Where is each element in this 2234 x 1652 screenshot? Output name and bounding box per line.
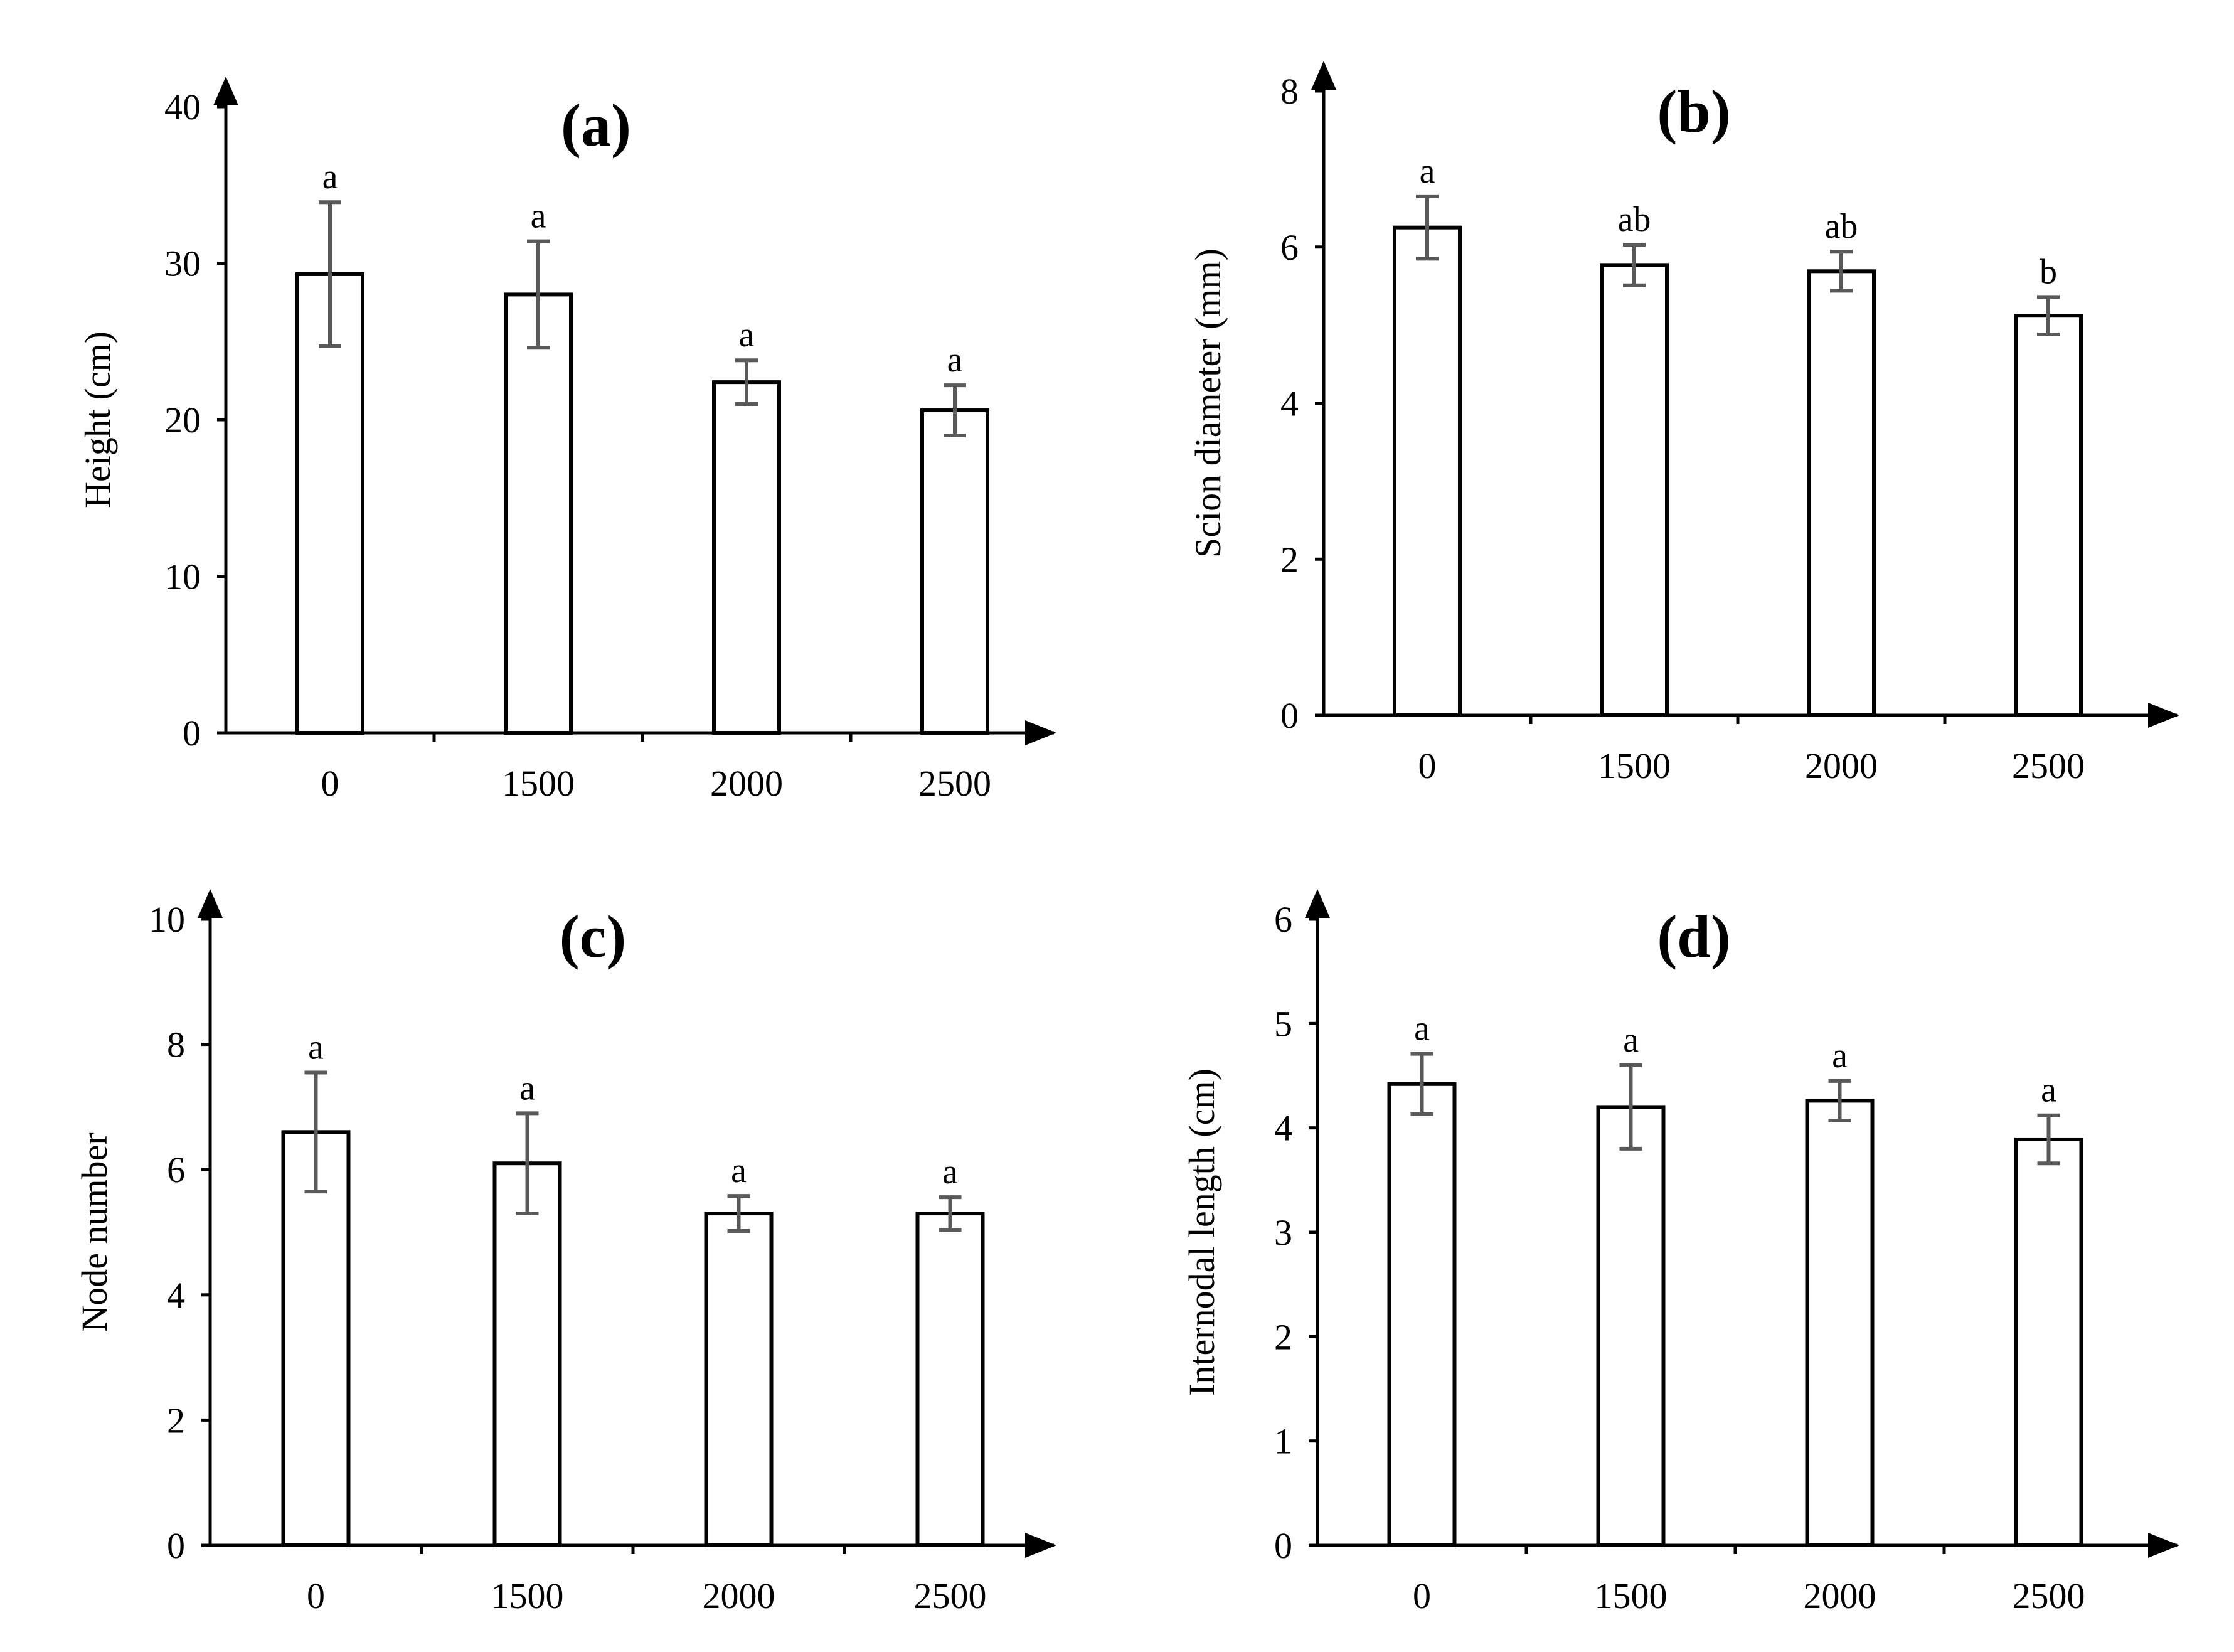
x-tick-label-1500: 1500	[491, 1575, 564, 1616]
y-tick-label: 4	[1280, 383, 1299, 424]
x-axis-arrow	[1025, 1533, 1056, 1558]
significance-letter-0: a	[322, 157, 338, 196]
bar-2500	[2014, 314, 2083, 717]
x-axis-arrow	[2148, 703, 2179, 728]
x-axis-arrow	[2148, 1533, 2179, 1558]
x-tick-label-0: 0	[307, 1575, 325, 1616]
y-tick-label: 40	[164, 87, 201, 127]
x-tick-label-2000: 2000	[1804, 1575, 1876, 1616]
x-tick-label-0: 0	[321, 763, 339, 804]
x-tick-label-2500: 2500	[2012, 745, 2085, 786]
significance-letter-2500: a	[2041, 1071, 2056, 1110]
x-tick-label-1500: 1500	[1598, 745, 1671, 786]
y-axis-label: Node number	[74, 1132, 115, 1331]
y-tick-label: 30	[164, 243, 201, 284]
panel-c: (c) 0 2 4 6 8 10 Node number a 0 a 1500 a 2000 a 2500	[74, 889, 1056, 1616]
y-tick-label: 1	[1274, 1421, 1292, 1462]
bar-2500	[915, 1212, 985, 1548]
y-tick-label: 4	[1274, 1108, 1292, 1149]
y-axis-arrow	[213, 77, 238, 105]
x-tick-label-2000: 2000	[703, 1575, 775, 1616]
y-axis-label: Height (cm)	[77, 331, 118, 508]
x-tick-label-1500: 1500	[1595, 1575, 1668, 1616]
bar-0	[1387, 1082, 1457, 1547]
y-tick-label: 5	[1274, 1003, 1292, 1044]
y-tick-label: 6	[167, 1149, 185, 1190]
x-tick-label-2500: 2500	[914, 1575, 987, 1616]
panel-d: (d) 0 1 2 3 4 5 6 Internodal length (cm) a 0 a 1500 a…	[1181, 889, 2179, 1616]
y-tick-label: 10	[149, 899, 185, 940]
y-tick-label: 20	[164, 400, 201, 440]
significance-letter-0: a	[1420, 152, 1435, 191]
y-tick-label: 10	[164, 557, 201, 597]
significance-letter-1500: a	[519, 1068, 535, 1107]
x-tick-label-0: 0	[1413, 1575, 1431, 1616]
y-axis-arrow	[1305, 889, 1330, 918]
y-tick-label: 6	[1280, 227, 1299, 268]
y-tick-label: 2	[167, 1400, 185, 1441]
bar-1500	[492, 1161, 562, 1547]
significance-letter-2500: b	[2040, 252, 2057, 291]
significance-letter-2000: a	[739, 316, 755, 354]
significance-letter-0: a	[1414, 1010, 1430, 1048]
bar-0	[281, 1130, 351, 1547]
y-tick-label: 8	[167, 1025, 185, 1065]
bar-1500	[1600, 263, 1669, 717]
x-tick-label-2500: 2500	[2013, 1575, 2085, 1616]
bar-1500	[1596, 1105, 1666, 1547]
y-tick-label: 2	[1274, 1316, 1292, 1357]
x-tick-label-2500: 2500	[918, 763, 991, 804]
y-tick-label: 0	[1274, 1525, 1292, 1566]
significance-letter-2500: a	[942, 1153, 958, 1191]
panel-title-b: (b)	[1657, 78, 1730, 145]
bar-2500	[2014, 1137, 2083, 1548]
panel-title-a: (a)	[561, 92, 631, 159]
bar-2500	[920, 408, 989, 735]
y-axis-arrow	[1311, 61, 1336, 90]
x-tick-label-1500: 1500	[502, 763, 575, 804]
y-tick-label: 0	[167, 1525, 185, 1566]
significance-letter-0: a	[308, 1028, 324, 1067]
x-tick-label-2000: 2000	[1805, 745, 1878, 786]
significance-letter-2000: a	[731, 1151, 747, 1190]
x-tick-label-2000: 2000	[710, 763, 783, 804]
y-tick-label: 8	[1280, 71, 1299, 112]
bar-2000	[1807, 269, 1876, 717]
y-tick-label: 2	[1280, 539, 1299, 580]
bar-2000	[1805, 1099, 1875, 1548]
y-tick-label: 4	[167, 1275, 185, 1316]
significance-letter-1500: a	[531, 197, 546, 236]
significance-letter-2000: a	[1832, 1036, 1848, 1075]
y-axis-arrow	[198, 889, 223, 918]
panel-title-d: (d)	[1657, 903, 1730, 970]
panel-a: (a) 0 10 20 30 40 Height (cm) a 0 a 1500 a 2000 a 2500	[77, 77, 1056, 804]
significance-letter-1500: ab	[1618, 200, 1651, 239]
x-tick-label-0: 0	[1418, 745, 1437, 786]
y-tick-label: 6	[1274, 899, 1292, 940]
y-axis-label: Internodal length (cm)	[1181, 1068, 1222, 1396]
panel-title-c: (c)	[560, 903, 627, 970]
bar-2000	[712, 380, 781, 735]
x-axis-arrow	[1025, 720, 1056, 745]
bar-2000	[704, 1212, 774, 1548]
bar-1500	[504, 292, 573, 735]
bar-0	[1393, 225, 1462, 717]
panel-b: (b) 0 2 4 6 8 Scion diameter (mm) a 0 ab 1500 ab 200…	[1188, 61, 2179, 786]
significance-letter-2500: a	[947, 341, 963, 380]
y-tick-label: 3	[1274, 1212, 1292, 1253]
y-tick-label: 0	[1280, 695, 1299, 736]
y-axis-label: Scion diameter (mm)	[1188, 248, 1228, 558]
significance-letter-2000: ab	[1825, 207, 1858, 246]
significance-letter-1500: a	[1623, 1021, 1639, 1060]
y-tick-label: 0	[183, 713, 201, 754]
